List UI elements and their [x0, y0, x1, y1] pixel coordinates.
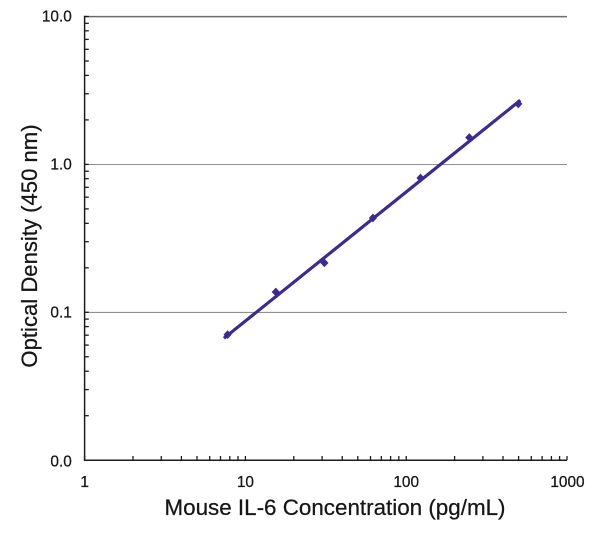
svg-text:10: 10 [237, 474, 254, 491]
svg-text:1: 1 [80, 474, 89, 491]
svg-text:Mouse IL-6 Concentration (pg/m: Mouse IL-6 Concentration (pg/mL) [165, 495, 506, 520]
svg-text:0.1: 0.1 [50, 305, 71, 322]
svg-text:1000: 1000 [550, 474, 584, 491]
svg-text:Optical Density (450 nm): Optical Density (450 nm) [17, 124, 42, 367]
svg-text:0.0: 0.0 [50, 453, 71, 470]
svg-text:1.0: 1.0 [50, 157, 71, 174]
svg-text:10.0: 10.0 [42, 9, 72, 26]
svg-text:100: 100 [393, 474, 419, 491]
